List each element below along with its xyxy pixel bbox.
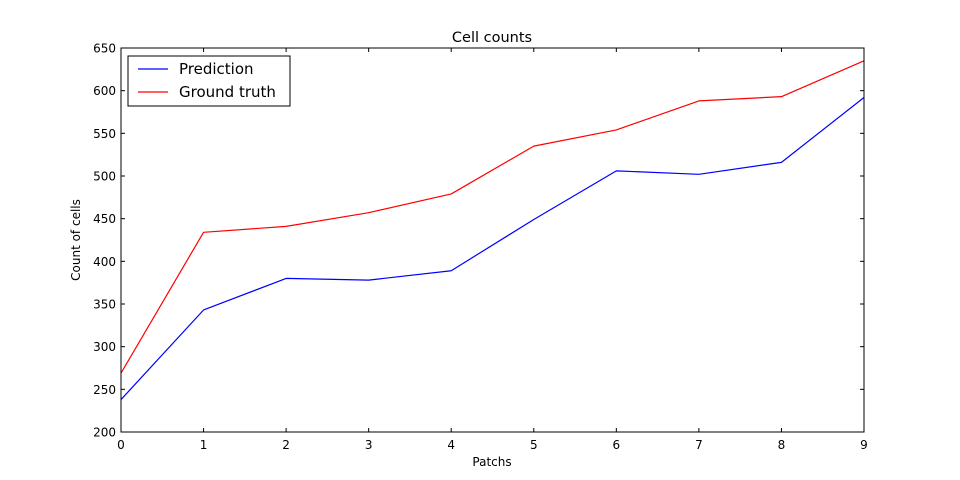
x-tick-label: 9 <box>860 438 868 452</box>
x-tick-label: 8 <box>778 438 786 452</box>
x-tick-label: 3 <box>365 438 373 452</box>
x-axis-label: Patchs <box>472 455 511 469</box>
x-tick-label: 4 <box>447 438 455 452</box>
y-tick-label: 200 <box>93 426 116 440</box>
x-tick-label: 0 <box>117 438 125 452</box>
y-tick-label: 550 <box>93 127 116 141</box>
y-tick-label: 300 <box>93 340 116 354</box>
y-tick-label: 400 <box>93 255 116 269</box>
x-tick-label: 7 <box>695 438 703 452</box>
y-tick-label: 650 <box>93 42 116 56</box>
series-line-prediction <box>120 97 865 400</box>
y-tick-label: 600 <box>93 84 116 98</box>
series-line-ground-truth <box>120 60 865 374</box>
y-axis-label: Count of cells <box>69 199 83 281</box>
legend-box <box>127 55 291 107</box>
legend: Prediction Ground truth <box>127 55 291 107</box>
plot-frame <box>120 47 865 433</box>
legend-label: Ground truth <box>179 83 276 101</box>
x-tick-label: 6 <box>613 438 621 452</box>
y-tick-label: 450 <box>93 212 116 226</box>
x-tick-label: 2 <box>282 438 290 452</box>
legend-label: Prediction <box>179 60 254 78</box>
chart-title: Cell counts <box>452 30 532 46</box>
y-tick-label: 250 <box>93 383 116 397</box>
x-tick-label: 1 <box>200 438 208 452</box>
y-tick-label: 350 <box>93 298 116 312</box>
x-tick-label: 5 <box>530 438 538 452</box>
plot-area: 0 1 2 3 4 5 6 7 8 9 200 250 300 350 400 450 500 550 600 650 <box>93 42 868 453</box>
y-tick-label: 500 <box>93 170 116 184</box>
